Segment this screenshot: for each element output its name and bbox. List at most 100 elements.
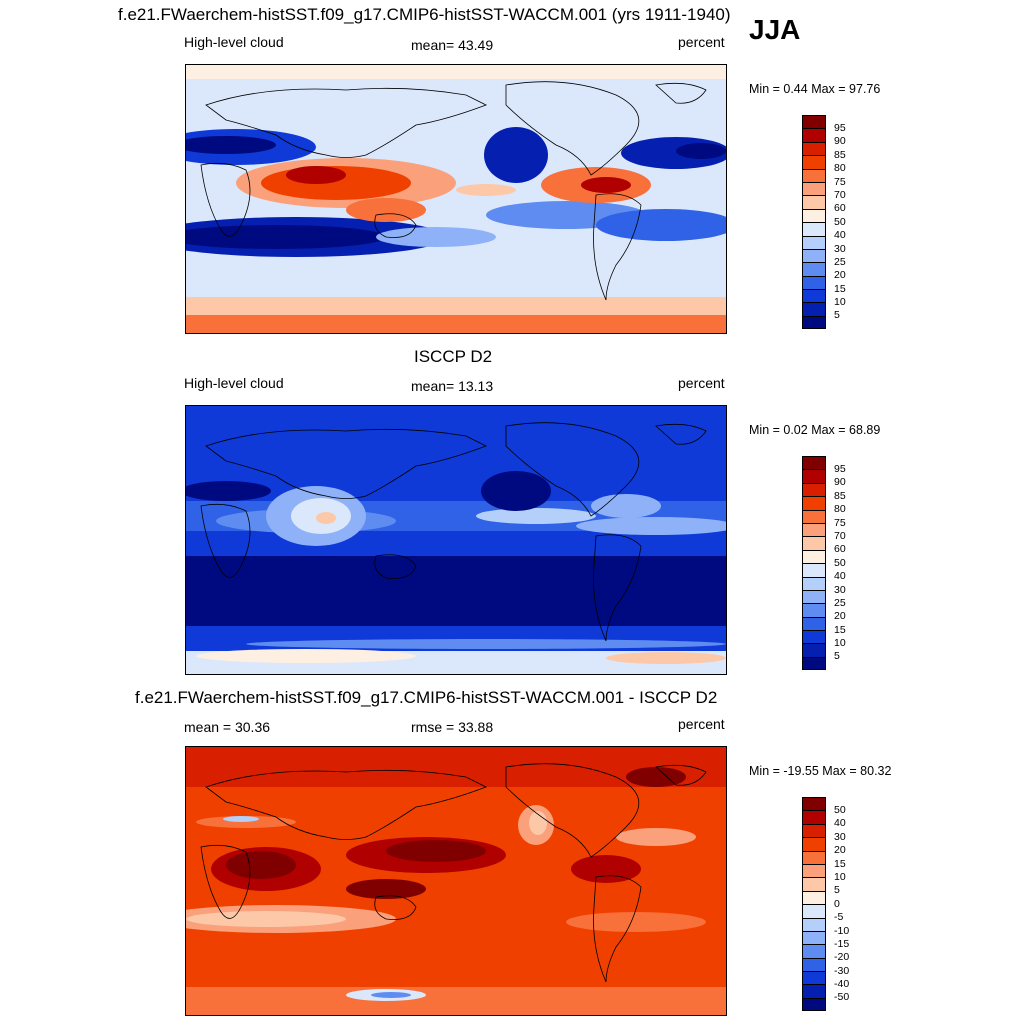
colorbar-swatch — [802, 115, 826, 129]
season-label: JJA — [749, 14, 801, 45]
colorbar-swatch — [802, 656, 826, 671]
colorbar-swatch — [802, 984, 826, 998]
panel-3-minmax: Min = -19.55 Max = 80.32 — [749, 764, 892, 778]
colorbar-tick-label: 75 — [834, 175, 846, 188]
colorbar-tick-label: 30 — [834, 583, 846, 596]
colorbar-tick-label: 90 — [834, 135, 846, 148]
colorbar-swatch — [802, 563, 826, 577]
colorbar-swatch — [802, 630, 826, 644]
panel-2-variable-label: High-level cloud — [184, 375, 284, 391]
colorbar-swatch — [802, 128, 826, 142]
colorbar-tick-label: 40 — [834, 229, 846, 242]
colorbar-tick-label: 90 — [834, 476, 846, 489]
colorbar-swatch — [802, 589, 826, 604]
colorbar-tick-label: 15 — [834, 623, 846, 636]
colorbar-swatch — [802, 890, 826, 905]
colorbar-swatch — [802, 616, 826, 631]
colorbar-swatch — [802, 549, 826, 564]
colorbar-swatch — [802, 248, 826, 263]
colorbar-tick-label: 95 — [834, 463, 846, 475]
colorbar-swatch — [802, 904, 826, 918]
colorbar-swatch — [802, 302, 826, 316]
colorbar-tick-label: 20 — [834, 610, 846, 623]
colorbar-swatch — [802, 195, 826, 209]
colorbar-swatch — [802, 957, 826, 972]
colorbar-tick-label: 80 — [834, 162, 846, 175]
colorbar-swatch — [802, 971, 826, 985]
colorbar-swatch — [802, 509, 826, 523]
panel-1-mean-label: mean= 43.49 — [411, 37, 494, 53]
colorbar-tick-label: 10 — [834, 870, 846, 883]
colorbar-tick-label: 10 — [834, 637, 846, 650]
colorbar-swatch — [802, 482, 826, 497]
colorbar-swatch — [802, 522, 826, 537]
colorbar-tick-label: 70 — [834, 529, 846, 542]
colorbar-swatch — [802, 576, 826, 590]
colorbar-tick-label: 5 — [834, 884, 840, 897]
colorbar-swatch — [802, 275, 826, 290]
colorbar-swatch — [802, 603, 826, 617]
colorbar-tick-label: -15 — [834, 937, 850, 950]
colorbar-tick-label: -30 — [834, 964, 850, 977]
colorbar-swatch — [802, 997, 826, 1012]
colorbar-swatch — [802, 850, 826, 864]
colorbar-tick-label: 75 — [834, 516, 846, 529]
colorbar-swatch — [802, 944, 826, 958]
colorbar-tick-label: 30 — [834, 242, 846, 255]
colorbar-swatch — [802, 496, 826, 510]
panel-2-title: ISCCP D2 — [414, 347, 493, 366]
colorbar-tick-label: 25 — [834, 596, 846, 609]
panel-2-minmax: Min = 0.02 Max = 68.89 — [749, 423, 881, 437]
colorbar-tick-label: 40 — [834, 817, 846, 830]
panel-1-colorbar — [802, 115, 826, 330]
panel-1-units-label: percent — [678, 34, 725, 50]
panel-1-variable-label: High-level cloud — [184, 34, 284, 50]
colorbar-swatch — [802, 456, 826, 470]
panel-3-title: f.e21.FWaerchem-histSST.f09_g17.CMIP6-hi… — [135, 688, 718, 707]
colorbar-tick-label: 50 — [834, 556, 846, 569]
colorbar-tick-label: 15 — [834, 282, 846, 295]
colorbar-swatch — [802, 823, 826, 838]
colorbar-swatch — [802, 181, 826, 196]
colorbar-swatch — [802, 837, 826, 851]
colorbar-tick-label: -20 — [834, 951, 850, 964]
colorbar-swatch — [802, 469, 826, 483]
panel-2-colorbar — [802, 456, 826, 671]
panel-3-mean-label: mean = 30.36 — [184, 719, 271, 735]
colorbar-tick-label: 30 — [834, 830, 846, 843]
colorbar-swatch — [802, 930, 826, 945]
panel-1-minmax: Min = 0.44 Max = 97.76 — [749, 82, 881, 96]
colorbar-tick-label: 10 — [834, 296, 846, 309]
colorbar-tick-label: 85 — [834, 489, 846, 502]
colorbar-swatch — [802, 810, 826, 824]
panel-3-units-label: percent — [678, 716, 725, 732]
colorbar-tick-label: 25 — [834, 255, 846, 268]
colorbar-tick-label: 20 — [834, 844, 846, 857]
colorbar-tick-label: -10 — [834, 924, 850, 937]
colorbar-tick-label: -5 — [834, 911, 844, 924]
colorbar-swatch — [802, 289, 826, 303]
colorbar-tick-label: 20 — [834, 269, 846, 282]
colorbar-tick-label: 50 — [834, 215, 846, 228]
colorbar-tick-label: 70 — [834, 188, 846, 201]
colorbar-swatch — [802, 863, 826, 878]
colorbar-swatch — [802, 208, 826, 223]
colorbar-swatch — [802, 877, 826, 891]
panel-2-mean-label: mean= 13.13 — [411, 378, 494, 394]
colorbar-swatch — [802, 222, 826, 236]
colorbar-tick-label: -40 — [834, 978, 850, 991]
colorbar-tick-label: 5 — [834, 309, 840, 322]
colorbar-swatch — [802, 141, 826, 156]
panel-2-colorbar-labels: 95 90 85 80 75 70 60 50 40 30 25 20 15 1… — [834, 463, 846, 664]
colorbar-tick-label: 85 — [834, 148, 846, 161]
colorbar-tick-label: 15 — [834, 857, 846, 870]
panel-3-colorbar-labels: 50 40 30 20 15 10 5 0 -5 -10 -15 -20 -30… — [834, 804, 849, 1005]
colorbar-tick-label: 0 — [834, 897, 840, 910]
colorbar-swatch — [802, 315, 826, 330]
colorbar-tick-label: 60 — [834, 202, 846, 215]
panel-1-title: f.e21.FWaerchem-histSST.f09_g17.CMIP6-hi… — [118, 5, 731, 24]
panel-3-rmse-label: rmse = 33.88 — [411, 719, 494, 735]
colorbar-tick-label: 60 — [834, 543, 846, 556]
colorbar-swatch — [802, 155, 826, 169]
colorbar-swatch — [802, 262, 826, 276]
